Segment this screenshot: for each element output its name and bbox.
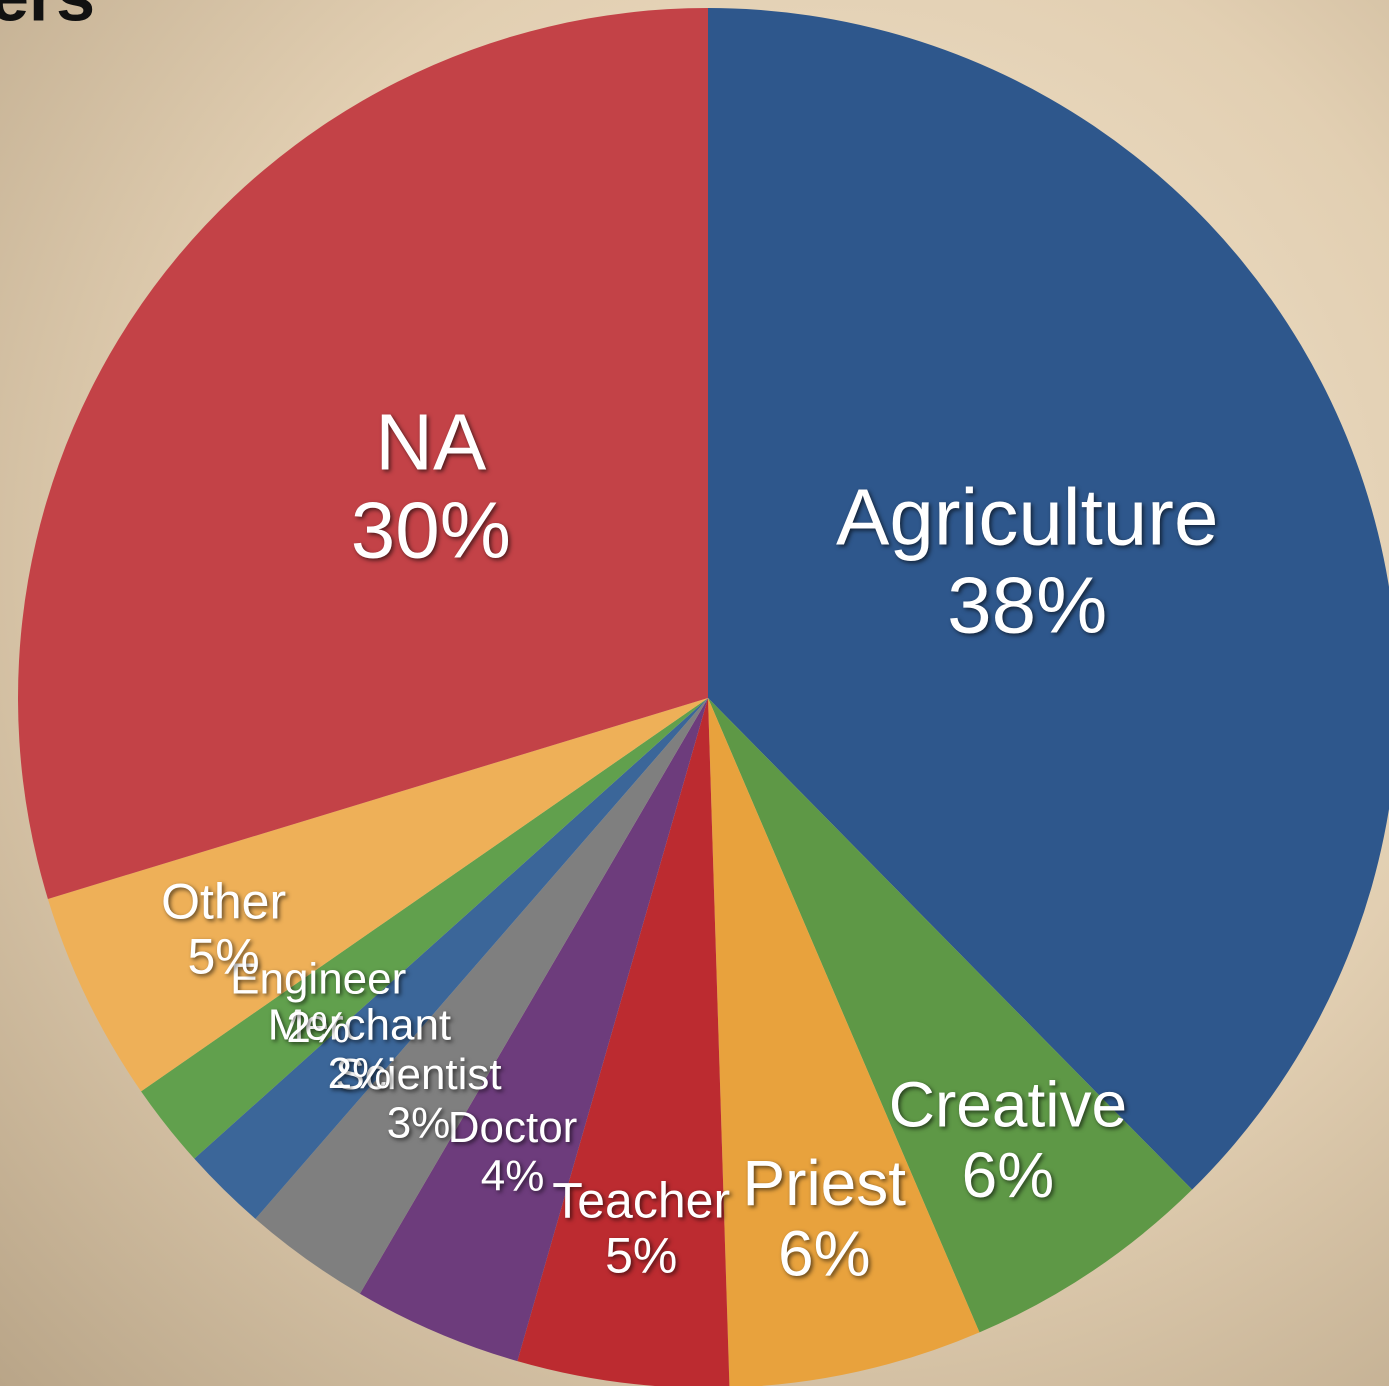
slice-label: Priest [742,1147,906,1219]
slice-label: Creative [889,1069,1127,1141]
slice-value-label: 2% [328,1049,392,1098]
slice-label: Doctor [448,1103,578,1152]
pie-slice [194,698,709,1219]
slice-value-label: 2% [286,1003,350,1052]
chart-title: ers [0,0,95,35]
slice-value-label: 30% [351,486,511,575]
pie-slice [47,698,708,1092]
pie-slice [255,698,708,1294]
slice-label: Other [161,873,286,929]
pie-slice [359,698,708,1362]
slice-value-label: 5% [187,928,259,984]
pie-slice [17,8,709,899]
slice-value-label: 5% [605,1228,677,1284]
slice-label: Merchant [268,1000,451,1049]
pie-slice [517,698,730,1386]
pie-slice [708,698,980,1386]
pie-slice [141,698,709,1159]
slice-value-label: 38% [947,560,1107,649]
slice-label: NA [375,398,487,487]
slice-value-label: 6% [778,1218,871,1290]
slice-value-label: 4% [481,1152,545,1201]
pie-slice [708,698,1193,1333]
slice-label: Teacher [552,1173,730,1229]
pie-slice [708,8,1389,1190]
slice-label: Scientist [335,1050,501,1099]
slice-value-label: 3% [387,1099,451,1148]
slice-value-label: 6% [962,1139,1055,1211]
slice-label: Engineer [230,954,406,1003]
slice-label: Agriculture [836,472,1218,561]
